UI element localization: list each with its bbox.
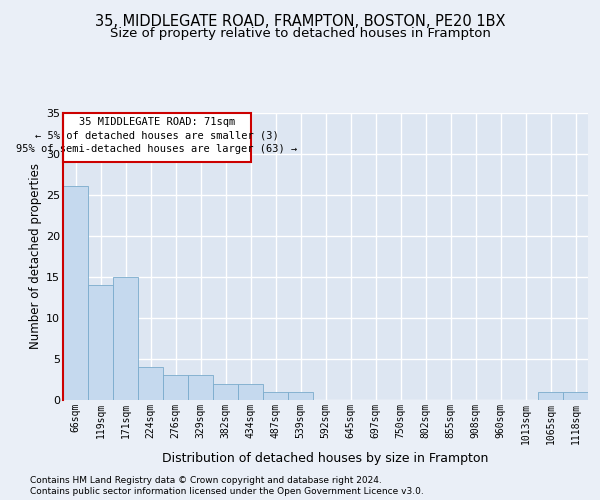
Bar bbox=[63, 186, 88, 400]
Text: Size of property relative to detached houses in Frampton: Size of property relative to detached ho… bbox=[110, 28, 490, 40]
X-axis label: Distribution of detached houses by size in Frampton: Distribution of detached houses by size … bbox=[163, 452, 488, 465]
Bar bbox=[563, 392, 588, 400]
Bar bbox=[213, 384, 238, 400]
Bar bbox=[113, 277, 138, 400]
Text: 95% of semi-detached houses are larger (63) →: 95% of semi-detached houses are larger (… bbox=[16, 144, 298, 154]
Text: 35 MIDDLEGATE ROAD: 71sqm: 35 MIDDLEGATE ROAD: 71sqm bbox=[79, 118, 235, 128]
Text: ← 5% of detached houses are smaller (3): ← 5% of detached houses are smaller (3) bbox=[35, 130, 278, 140]
Bar bbox=[288, 392, 313, 400]
Bar bbox=[538, 392, 563, 400]
Bar bbox=[188, 376, 213, 400]
Bar bbox=[63, 112, 251, 162]
Bar bbox=[138, 367, 163, 400]
Y-axis label: Number of detached properties: Number of detached properties bbox=[29, 163, 42, 350]
Bar bbox=[263, 392, 288, 400]
Text: Contains HM Land Registry data © Crown copyright and database right 2024.: Contains HM Land Registry data © Crown c… bbox=[30, 476, 382, 485]
Bar bbox=[163, 376, 188, 400]
Bar bbox=[88, 285, 113, 400]
Text: 35, MIDDLEGATE ROAD, FRAMPTON, BOSTON, PE20 1BX: 35, MIDDLEGATE ROAD, FRAMPTON, BOSTON, P… bbox=[95, 14, 505, 29]
Text: Contains public sector information licensed under the Open Government Licence v3: Contains public sector information licen… bbox=[30, 488, 424, 496]
Bar bbox=[238, 384, 263, 400]
